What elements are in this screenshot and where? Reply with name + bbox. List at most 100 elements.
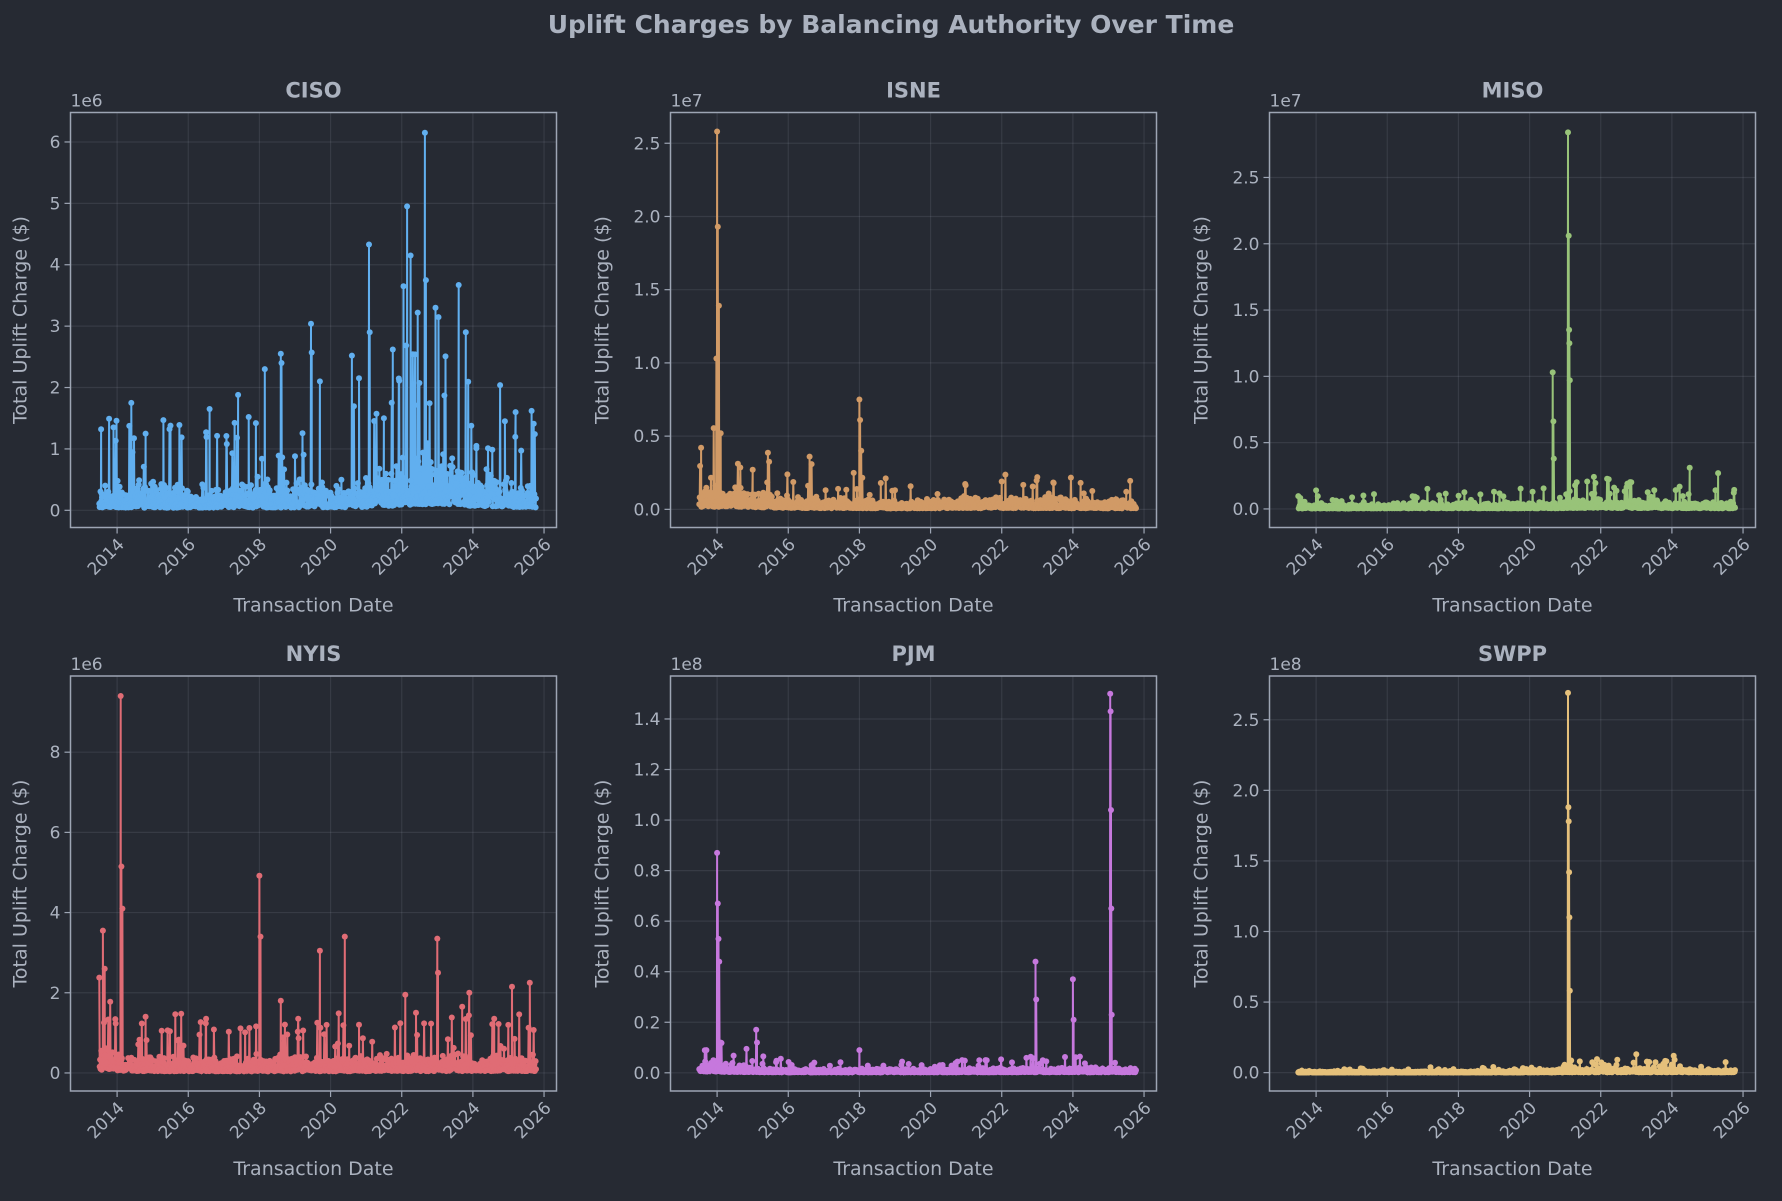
data-point: [729, 1060, 736, 1066]
data-point: [710, 425, 717, 432]
data-point: [1297, 495, 1304, 501]
x-tick-label: 2024: [440, 1098, 485, 1143]
data-point: [340, 1056, 346, 1062]
series-markers: [696, 128, 1139, 512]
data-point: [231, 419, 238, 426]
data-point: [715, 483, 722, 490]
data-point: [167, 422, 174, 429]
data-point: [414, 309, 421, 316]
data-point: [717, 430, 724, 437]
data-point: [1540, 485, 1547, 492]
data-point: [449, 455, 456, 462]
data-point: [532, 1058, 539, 1065]
data-point: [533, 1066, 539, 1073]
data-point: [392, 477, 399, 484]
data-point: [522, 1057, 529, 1064]
data-point: [101, 1052, 108, 1058]
data-point: [509, 983, 515, 990]
data-point: [1424, 485, 1431, 492]
data-point: [128, 399, 135, 406]
data-point: [1584, 478, 1591, 485]
x-tick-label: 2024: [1040, 535, 1085, 580]
data-point: [350, 403, 357, 410]
data-point: [766, 458, 773, 465]
data-point: [526, 979, 533, 986]
data-point: [223, 441, 230, 447]
data-point: [411, 402, 418, 409]
data-point: [303, 1053, 309, 1060]
data-point: [1565, 129, 1571, 136]
data-point: [112, 437, 119, 444]
data-point: [135, 1041, 142, 1048]
data-point: [512, 433, 519, 440]
data-point: [278, 360, 285, 366]
data-point: [1566, 488, 1573, 495]
data-point: [388, 1055, 395, 1062]
x-tick-label: 2016: [1354, 535, 1399, 580]
data-point: [210, 1026, 217, 1033]
data-point: [344, 1056, 351, 1063]
data-point: [335, 1010, 342, 1017]
data-point: [432, 304, 439, 311]
data-point: [1127, 477, 1134, 484]
y-tick-label: 0.5: [1232, 434, 1259, 454]
data-point: [529, 1051, 536, 1058]
data-point: [252, 420, 259, 427]
data-point: [118, 863, 125, 870]
data-point: [422, 277, 429, 284]
data-point: [1566, 340, 1573, 347]
data-point: [496, 488, 503, 495]
data-point: [714, 128, 721, 135]
data-point: [256, 872, 263, 879]
data-point: [528, 407, 535, 414]
data-point: [1077, 479, 1084, 486]
y-tick-label: 0.4: [633, 963, 660, 983]
data-point: [806, 453, 813, 460]
data-point: [237, 487, 244, 494]
data-point: [174, 488, 181, 495]
x-tick-label: 2022: [1568, 535, 1613, 580]
data-point: [436, 473, 443, 480]
data-point: [737, 484, 744, 491]
figure-title: Uplift Charges by Balancing Authority Ov…: [547, 10, 1235, 39]
data-point: [140, 463, 147, 470]
data-point: [313, 1054, 320, 1061]
data-point: [743, 1045, 750, 1052]
y-tick-label: 0: [50, 501, 61, 521]
data-point: [246, 1025, 253, 1031]
data-point: [1592, 480, 1599, 486]
data-point: [1732, 504, 1738, 511]
y-tick-label: 6: [50, 823, 61, 843]
data-point: [715, 935, 722, 942]
data-point: [877, 480, 884, 486]
data-point: [391, 1024, 398, 1031]
data-point: [1123, 488, 1130, 495]
data-point: [416, 380, 423, 386]
data-point: [295, 1035, 302, 1042]
x-axis-label: Transaction Date: [1431, 595, 1592, 617]
data-point: [102, 482, 109, 489]
data-point: [136, 477, 143, 484]
data-point: [1613, 487, 1620, 494]
data-point: [107, 998, 114, 1005]
data-point: [784, 471, 791, 478]
data-point: [316, 947, 323, 954]
series-line: [698, 131, 1137, 513]
data-point: [136, 1036, 143, 1043]
data-point: [172, 1011, 179, 1018]
data-point: [753, 1026, 760, 1033]
data-point: [314, 1019, 321, 1026]
data-point: [1500, 493, 1507, 500]
data-point: [398, 471, 405, 478]
data-point: [516, 1011, 523, 1018]
data-point: [442, 353, 449, 360]
data-point: [150, 478, 157, 485]
data-point: [176, 422, 183, 428]
data-point: [755, 490, 762, 497]
x-tick-label: 2024: [440, 535, 485, 580]
data-point: [532, 504, 539, 511]
data-point: [161, 1055, 167, 1062]
data-point: [466, 491, 473, 498]
data-point: [142, 430, 149, 437]
data-point: [518, 447, 525, 454]
